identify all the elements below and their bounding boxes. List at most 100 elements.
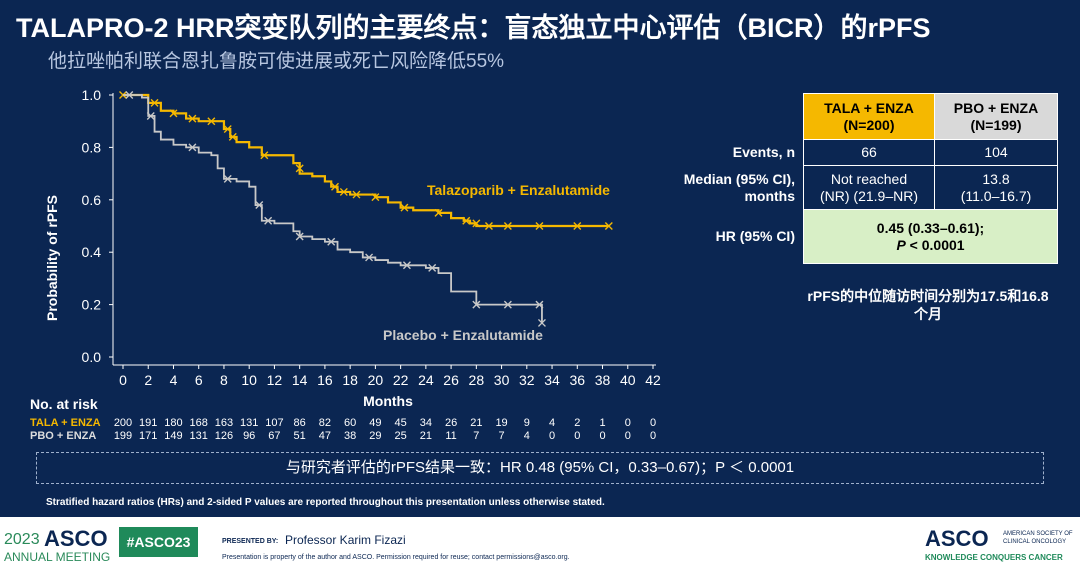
- risk-header: No. at risk: [30, 396, 98, 412]
- censor-mark: [535, 300, 544, 309]
- col-pbo-n: (N=199): [970, 116, 1022, 133]
- censor-mark: [295, 164, 304, 173]
- risk-label-pbo: PBO + ENZA: [30, 430, 97, 442]
- x-tick-label: 26: [443, 372, 459, 388]
- y-tick-label: 0.8: [82, 139, 102, 155]
- censor-mark: [472, 300, 481, 309]
- x-tick-label: 22: [393, 372, 409, 388]
- risk-value: 131: [240, 417, 259, 429]
- risk-value: 96: [243, 430, 256, 442]
- x-tick-label: 14: [292, 372, 308, 388]
- events-pbo: 104: [934, 139, 1058, 166]
- hr-value: 0.45 (0.33–0.61);: [876, 219, 985, 236]
- risk-value: 51: [293, 430, 306, 442]
- censor-mark: [223, 174, 232, 183]
- x-tick-label: 0: [119, 372, 127, 388]
- risk-value: 25: [394, 430, 407, 442]
- x-axis-label: Months: [363, 393, 413, 409]
- risk-value: 7: [498, 430, 505, 442]
- x-tick-label: 8: [220, 372, 228, 388]
- median-label: Median (95% CI),: [683, 170, 795, 187]
- censor-mark: [573, 222, 582, 230]
- y-tick-label: 0.4: [82, 244, 102, 260]
- median-tala-ci: (NR) (21.9–NR): [819, 187, 918, 204]
- risk-value: 82: [318, 417, 332, 429]
- censor-mark: [207, 117, 216, 126]
- events-label: Events, n: [732, 144, 795, 160]
- x-tick-label: 12: [267, 372, 283, 388]
- censor-mark: [400, 203, 409, 212]
- risk-value: 67: [268, 430, 281, 442]
- x-tick-label: 16: [317, 372, 333, 388]
- risk-label-tala: TALA + ENZA: [30, 417, 101, 429]
- risk-value: 45: [394, 417, 407, 429]
- col-tala-n: (N=200): [843, 116, 895, 133]
- footnote: Stratified hazard ratios (HRs) and 2-sid…: [46, 497, 605, 508]
- risk-value: 19: [495, 417, 508, 429]
- placebo-curve-label: Placebo + Enzalutamide: [383, 327, 543, 343]
- censor-mark: [264, 216, 273, 225]
- slide: TALAPRO-2 HRR突变队列的主要终点：盲态独立中心评估（BICR）的rP…: [0, 0, 1080, 517]
- risk-value: 0: [649, 417, 657, 429]
- tagline: KNOWLEDGE CONQUERS CANCER: [925, 553, 1063, 562]
- censor-mark: [352, 190, 361, 199]
- risk-value: 0: [624, 417, 631, 429]
- risk-value: 26: [444, 417, 458, 429]
- x-tick-label: 28: [469, 372, 485, 388]
- censor-mark: [428, 263, 437, 272]
- risk-value: 34: [419, 417, 432, 429]
- placebo-curve: [123, 94, 543, 323]
- risk-value: 11: [445, 430, 457, 442]
- investigator-note: 与研究者评估的rPFS结果一致：HR 0.48 (95% CI，0.33–0.6…: [36, 452, 1044, 484]
- x-tick-label: 4: [170, 372, 178, 388]
- censor-mark: [604, 222, 613, 230]
- x-tick-label: 38: [595, 372, 611, 388]
- presenter-name: Professor Karim Fizazi: [285, 533, 406, 547]
- risk-value: 38: [344, 430, 357, 442]
- slide-title: TALAPRO-2 HRR突变队列的主要终点：盲态独立中心评估（BICR）的rP…: [16, 13, 931, 43]
- footer-year: 2023: [4, 531, 40, 548]
- censor-mark: [255, 201, 264, 210]
- footer-meeting: ANNUAL MEETING: [4, 550, 111, 564]
- censor-mark: [331, 182, 339, 191]
- risk-value: 191: [139, 417, 158, 429]
- censor-mark: [339, 187, 348, 196]
- risk-value: 107: [265, 417, 284, 429]
- risk-value: 29: [369, 430, 382, 442]
- x-tick-label: 18: [342, 372, 358, 388]
- risk-value: 86: [293, 417, 306, 429]
- censor-mark: [146, 111, 155, 120]
- followup-text: rPFS的中位随访时间分别为17.5和16.8个月: [807, 288, 1049, 322]
- col-pbo-header: PBO + ENZA: [953, 99, 1039, 116]
- risk-value: 21: [470, 417, 483, 429]
- risk-value: 0: [624, 430, 631, 442]
- presented-by-label: PRESENTED BY:: [222, 538, 279, 545]
- x-tick-label: 34: [544, 372, 560, 388]
- x-tick-label: 32: [519, 372, 535, 388]
- censor-mark: [365, 253, 374, 262]
- risk-value: 199: [113, 430, 133, 442]
- x-tick-label: 20: [368, 372, 384, 388]
- censor-mark: [462, 216, 471, 225]
- censor-mark: [125, 91, 134, 99]
- censor-mark: [295, 232, 304, 241]
- x-tick-label: 42: [645, 372, 661, 388]
- risk-value: 4: [548, 417, 556, 429]
- hr-label: HR (95% CI): [715, 228, 795, 244]
- risk-value: 60: [344, 417, 357, 429]
- slide-subtitle: 他拉唑帕利联合恩扎鲁胺可使进展或死亡风险降低55%: [48, 51, 505, 72]
- risk-value: 2: [574, 417, 581, 429]
- hashtag-badge: #ASCO23: [119, 527, 198, 557]
- censor-mark: [503, 300, 512, 309]
- risk-value: 126: [214, 430, 234, 442]
- censor-mark: [188, 143, 197, 152]
- censor-mark: [371, 193, 380, 202]
- risk-value: 9: [523, 417, 530, 429]
- tala-curve: [123, 93, 609, 228]
- society-line1: AMERICAN SOCIETY OF: [1003, 531, 1073, 537]
- x-tick-label: 6: [195, 372, 203, 388]
- risk-value: 7: [473, 430, 480, 442]
- asco-logo: ASCO: [925, 526, 989, 551]
- median-pbo: 13.8: [982, 170, 1010, 187]
- censor-mark: [537, 318, 546, 327]
